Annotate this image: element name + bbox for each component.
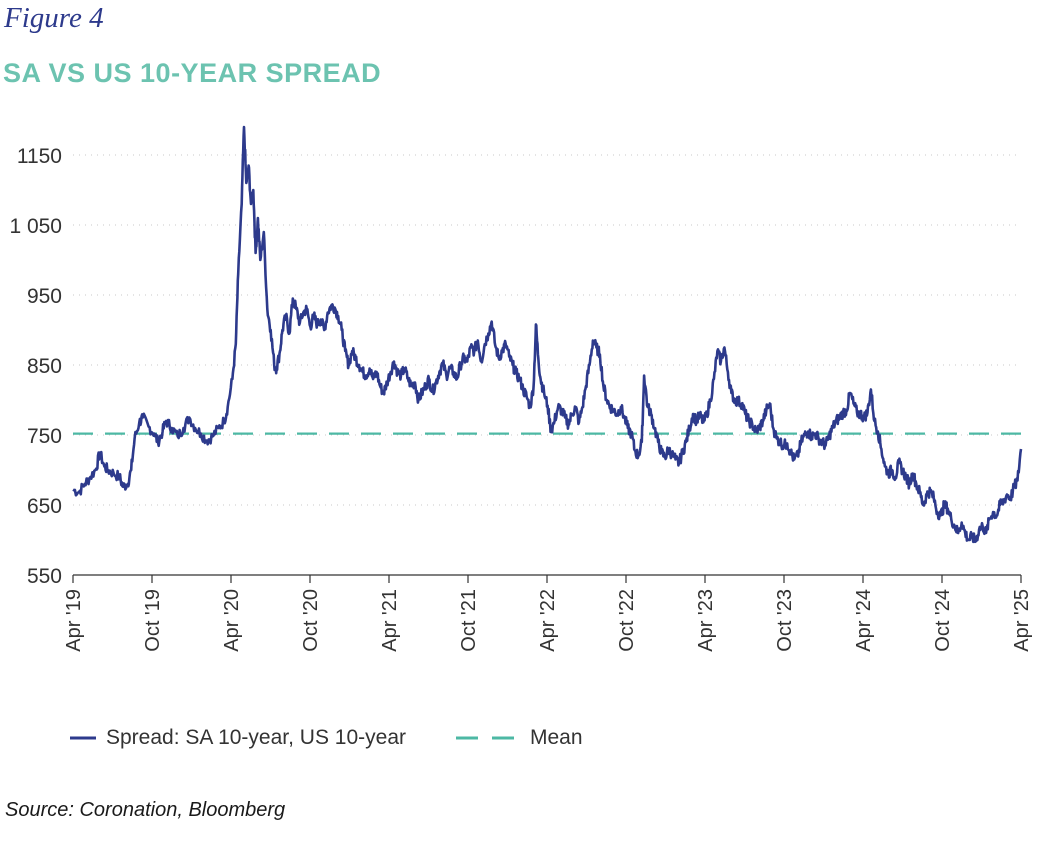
y-tick-label-850: 850 <box>27 355 62 378</box>
y-tick-label-650: 650 <box>27 495 62 518</box>
x-tick-label-7: Oct '22 <box>616 589 638 652</box>
x-tick-label-12: Apr '25 <box>1011 589 1033 652</box>
x-tick-label-9: Oct '23 <box>774 589 796 652</box>
legend-item-mean: Mean <box>456 726 583 750</box>
y-tick-label-550: 550 <box>27 565 62 588</box>
x-tick-label-1: Oct '19 <box>142 589 164 652</box>
legend-item-spread: Spread: SA 10-year, US 10-year <box>70 726 406 750</box>
legend-swatch-mean <box>456 736 520 740</box>
chart-title: SA VS US 10-YEAR SPREAD <box>3 58 382 88</box>
grid-lines <box>73 154 1021 506</box>
legend: Spread: SA 10-year, US 10-year Mean <box>70 726 633 750</box>
legend-label-mean: Mean <box>530 726 583 749</box>
figure-label: Figure 4 <box>4 2 104 34</box>
x-tick-label-11: Oct '24 <box>932 589 954 652</box>
source-note: Source: Coronation, Bloomberg <box>5 799 286 821</box>
x-tick-label-2: Apr '20 <box>221 589 243 652</box>
x-tick-label-0: Apr '19 <box>63 589 85 652</box>
y-tick-label-1050: 1 050 <box>9 215 62 238</box>
x-tick-label-10: Apr '24 <box>853 589 875 652</box>
y-tick-label-750: 750 <box>27 425 62 448</box>
x-tick-label-8: Apr '23 <box>695 589 717 652</box>
x-tick-label-5: Oct '21 <box>458 589 480 652</box>
series-layer <box>72 125 1023 544</box>
legend-swatch-spread <box>70 736 96 740</box>
y-tick-label-950: 950 <box>27 285 62 308</box>
series-spread-line <box>72 125 1023 544</box>
x-tick-label-3: Oct '20 <box>300 589 322 652</box>
legend-label-spread: Spread: SA 10-year, US 10-year <box>106 726 406 749</box>
y-tick-label-1150: 1150 <box>17 145 62 168</box>
x-tick-label-4: Apr '21 <box>379 589 401 652</box>
x-axis-ticks: Apr '19 Oct '19 Apr '20 Oct '20 Apr '21 Oct '… <box>63 575 1033 652</box>
x-tick-label-6: Apr '22 <box>537 589 559 652</box>
y-axis-ticks: 550 650 750 850 950 1 050 1150 <box>9 145 62 588</box>
